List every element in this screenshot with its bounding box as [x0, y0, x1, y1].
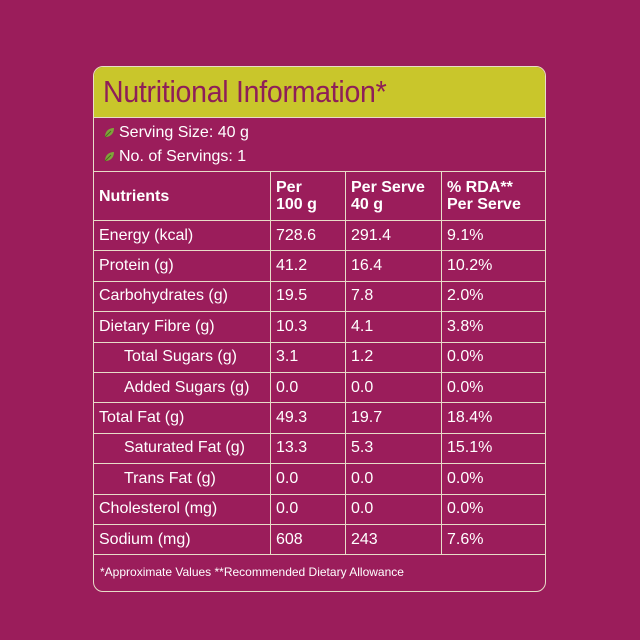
- nutrition-panel: Nutritional Information* Serving Size: 4…: [93, 66, 546, 592]
- nutrient-value: 2.0%: [441, 280, 545, 313]
- table-row: Sodium (mg) 608 243 7.6%: [94, 523, 545, 556]
- table-row: Saturated Fat (g) 13.3 5.3 15.1%: [94, 432, 545, 465]
- nutrient-value: 728.6: [270, 219, 346, 252]
- nutrient-name: Trans Fat (g): [94, 463, 271, 495]
- nutrient-value: 18.4%: [441, 402, 545, 434]
- leaf-icon: [104, 152, 114, 162]
- nutrient-value: 13.3: [270, 432, 346, 465]
- table-row: Carbohydrates (g) 19.5 7.8 2.0%: [94, 280, 545, 313]
- nutrient-value: 0.0%: [441, 493, 545, 525]
- table-row: Total Sugars (g) 3.1 1.2 0.0%: [94, 341, 545, 373]
- table-row: Dietary Fibre (g) 10.3 4.1 3.8%: [94, 311, 545, 343]
- nutrient-value: 0.0: [270, 371, 346, 404]
- nutrient-name: Cholesterol (mg): [94, 493, 271, 525]
- column-header-per-100g: Per 100 g: [270, 171, 346, 221]
- nutrient-name: Added Sugars (g): [94, 371, 271, 404]
- serving-size: Serving Size: 40 g: [119, 124, 249, 141]
- header-text: % RDA** Per Serve: [447, 179, 521, 213]
- leaf-icon: [104, 128, 114, 138]
- nutrition-table: Nutrients Per 100 g Per Serve 40 g % RDA**…: [94, 171, 545, 556]
- serving-info: Serving Size: 40 g No. of Servings: 1: [94, 118, 545, 171]
- nutrient-name: Sodium (mg): [94, 523, 271, 556]
- nutrient-value: 0.0: [270, 493, 346, 525]
- nutrient-value: 4.1: [345, 311, 442, 343]
- nutrient-value: 3.1: [270, 341, 346, 373]
- nutrient-value: 0.0%: [441, 341, 545, 373]
- nutrient-value: 0.0%: [441, 463, 545, 495]
- nutrient-name: Carbohydrates (g): [94, 280, 271, 313]
- nutrient-value: 243: [345, 523, 442, 556]
- nutrient-name: Total Sugars (g): [94, 341, 271, 373]
- nutrient-name: Total Fat (g): [94, 402, 271, 434]
- table-row: Protein (g) 41.2 16.4 10.2%: [94, 250, 545, 282]
- serving-count: No. of Servings: 1: [119, 148, 247, 165]
- nutrient-value: 10.3: [270, 311, 346, 343]
- header-text: Per Serve 40 g: [351, 179, 425, 213]
- nutrient-name: Energy (kcal): [94, 219, 271, 252]
- nutrient-value: 19.5: [270, 280, 346, 313]
- table-row: Cholesterol (mg) 0.0 0.0 0.0%: [94, 493, 545, 525]
- table-row: Total Fat (g) 49.3 19.7 18.4%: [94, 402, 545, 434]
- table-header-row: Nutrients Per 100 g Per Serve 40 g % RDA**…: [94, 171, 545, 221]
- nutrient-value: 0.0%: [441, 371, 545, 404]
- nutrient-value: 10.2%: [441, 250, 545, 282]
- nutrient-name: Protein (g): [94, 250, 271, 282]
- table-row: Added Sugars (g) 0.0 0.0 0.0%: [94, 371, 545, 404]
- nutrient-name: Dietary Fibre (g): [94, 311, 271, 343]
- table-row: Trans Fat (g) 0.0 0.0 0.0%: [94, 463, 545, 495]
- nutrient-value: 0.0: [345, 463, 442, 495]
- nutrient-value: 7.6%: [441, 523, 545, 556]
- page-title: Nutritional Information*: [103, 74, 387, 109]
- title-bar: Nutritional Information*: [94, 67, 545, 118]
- footnote: *Approximate Values **Recommended Dietar…: [100, 565, 404, 580]
- column-header-rda: % RDA** Per Serve: [441, 171, 545, 221]
- serving-size-line: Serving Size: 40 g: [103, 121, 545, 145]
- nutrient-value: 16.4: [345, 250, 442, 282]
- nutrient-value: 49.3: [270, 402, 346, 434]
- nutrient-value: 608: [270, 523, 346, 556]
- nutrient-value: 0.0: [345, 493, 442, 525]
- nutrient-name: Saturated Fat (g): [94, 432, 271, 465]
- nutrient-value: 5.3: [345, 432, 442, 465]
- nutrient-value: 41.2: [270, 250, 346, 282]
- nutrient-value: 0.0: [270, 463, 346, 495]
- nutrient-value: 3.8%: [441, 311, 545, 343]
- column-header-nutrients: Nutrients: [94, 171, 271, 221]
- nutrient-value: 0.0: [345, 371, 442, 404]
- nutrient-value: 19.7: [345, 402, 442, 434]
- header-text: Per 100 g: [276, 179, 317, 213]
- column-header-per-serve: Per Serve 40 g: [345, 171, 442, 221]
- nutrient-value: 7.8: [345, 280, 442, 313]
- nutrient-value: 1.2: [345, 341, 442, 373]
- nutrient-value: 291.4: [345, 219, 442, 252]
- nutrient-value: 9.1%: [441, 219, 545, 252]
- serving-count-line: No. of Servings: 1: [103, 145, 545, 169]
- nutrient-value: 15.1%: [441, 432, 545, 465]
- table-row: Energy (kcal) 728.6 291.4 9.1%: [94, 219, 545, 252]
